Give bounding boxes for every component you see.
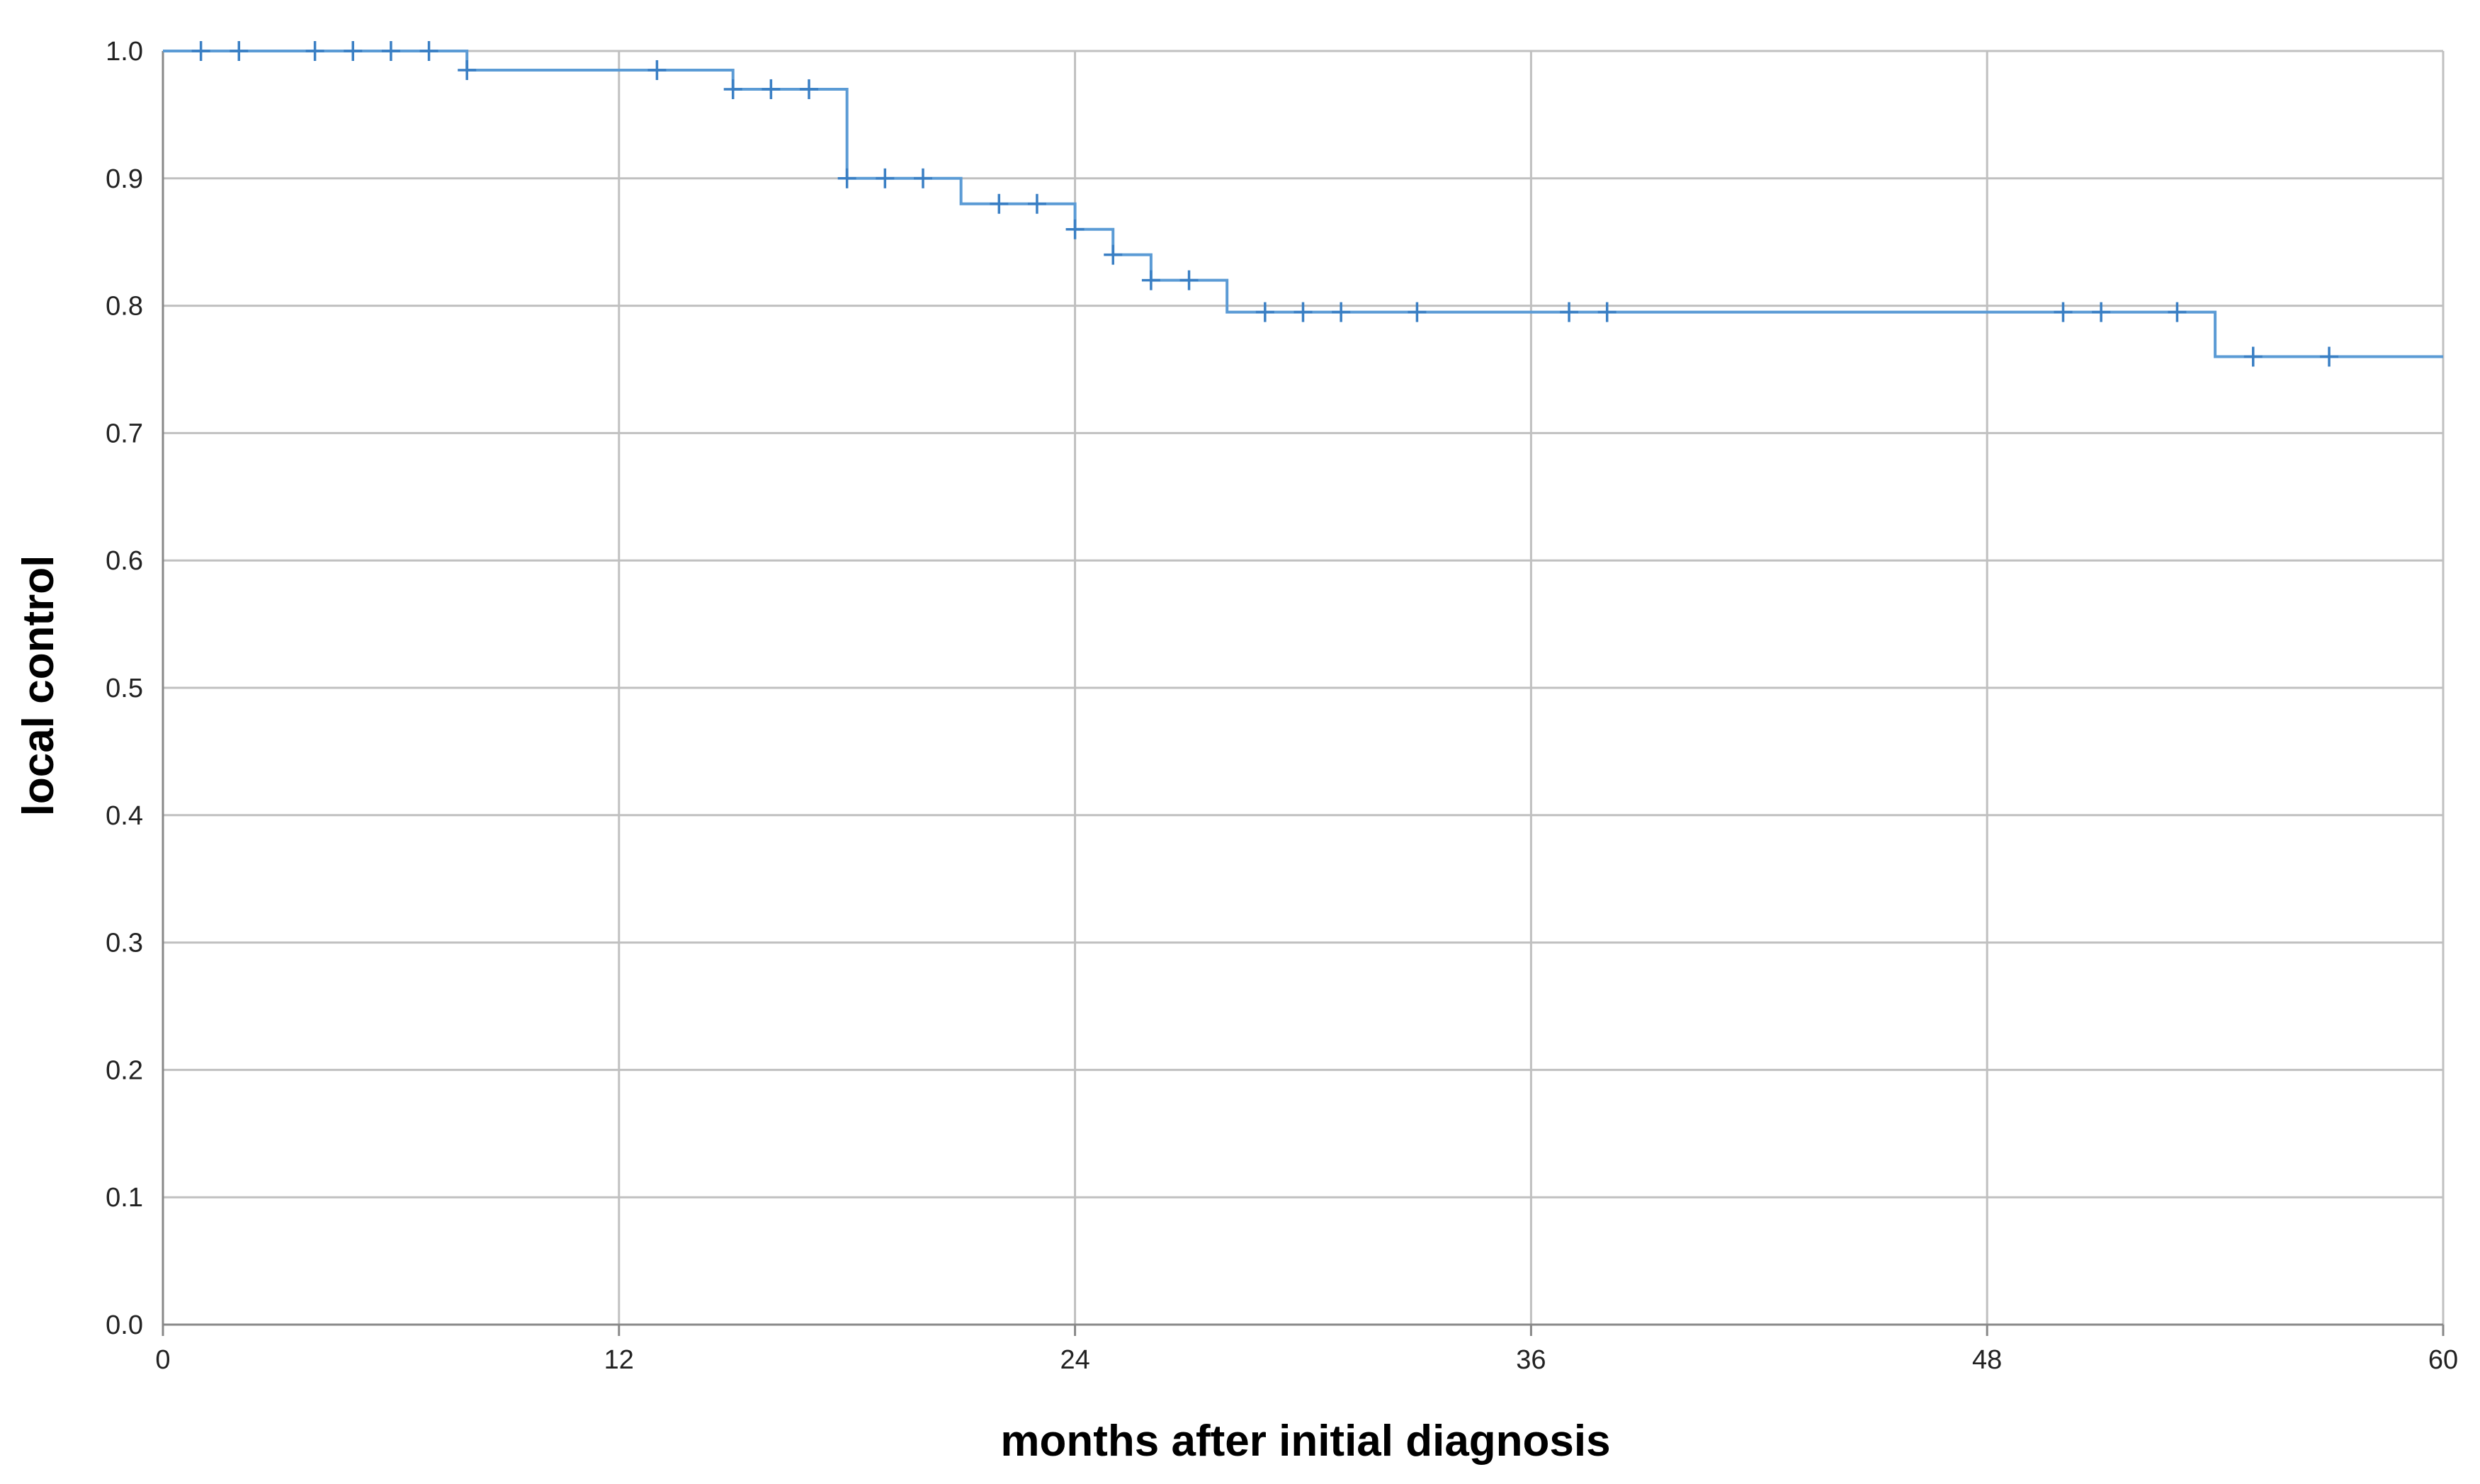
x-tick-label: 48 <box>1972 1345 2002 1375</box>
censor-mark <box>1065 219 1085 239</box>
censor-mark <box>419 41 438 61</box>
y-axis-title: local control <box>14 555 63 817</box>
x-tick-label: 24 <box>1060 1345 1089 1375</box>
y-tick-label: 0.6 <box>106 546 143 576</box>
censor-mark <box>2320 346 2339 367</box>
y-tick-label: 0.3 <box>106 929 143 958</box>
censor-mark <box>2243 346 2263 367</box>
x-tick-label: 36 <box>1516 1345 1546 1375</box>
y-tick-label: 1.0 <box>106 37 143 67</box>
censor-mark <box>647 60 667 80</box>
tick-labels: 0.0 0.1 0.2 0.3 0.4 0.5 0.6 0.7 0.8 0.9 1.0 0 12 24 36… <box>106 37 2458 1375</box>
censor-mark <box>305 41 324 61</box>
censor-mark <box>2168 302 2187 322</box>
censor-mark <box>1293 302 1313 322</box>
censor-mark <box>1179 270 1199 290</box>
censor-marks <box>191 41 2339 367</box>
y-tick-label: 0.7 <box>106 419 143 448</box>
censor-mark <box>381 41 400 61</box>
censor-mark <box>1408 302 1427 322</box>
censor-mark <box>990 193 1009 214</box>
censor-mark <box>2092 302 2111 322</box>
y-tick-label: 0.2 <box>106 1055 143 1085</box>
censor-mark <box>1027 193 1046 214</box>
y-tick-label: 0.9 <box>106 164 143 194</box>
y-tick-label: 0.5 <box>106 674 143 703</box>
y-tick-label: 0.0 <box>106 1310 143 1340</box>
censor-mark <box>876 168 895 188</box>
censor-mark <box>1104 244 1123 265</box>
km-step-line <box>163 50 2443 358</box>
grid-lines <box>163 50 2445 1326</box>
censor-mark <box>800 79 819 99</box>
censor-mark <box>230 41 249 61</box>
x-axis-title: months after initial diagnosis <box>1000 1417 1610 1466</box>
x-tick-label: 0 <box>155 1345 170 1375</box>
censor-mark <box>914 168 932 188</box>
censor-mark <box>191 41 210 61</box>
y-tick-label: 0.8 <box>106 292 143 322</box>
survival-curve <box>163 50 2443 358</box>
x-tick-label: 12 <box>604 1345 634 1375</box>
axes <box>162 51 2445 1336</box>
censor-mark <box>761 79 781 99</box>
y-tick-label: 0.1 <box>106 1183 143 1213</box>
y-tick-label: 0.4 <box>106 801 143 831</box>
censor-mark <box>1141 270 1160 290</box>
censor-mark <box>1332 302 1351 322</box>
censor-mark <box>723 79 742 99</box>
censor-mark <box>1597 302 1616 322</box>
censor-mark <box>837 168 856 188</box>
censor-mark <box>1560 302 1579 322</box>
censor-mark <box>344 41 363 61</box>
censor-mark <box>1255 302 1274 322</box>
censor-mark <box>458 60 477 80</box>
censor-mark <box>2054 302 2073 322</box>
x-tick-label: 60 <box>2428 1345 2458 1375</box>
